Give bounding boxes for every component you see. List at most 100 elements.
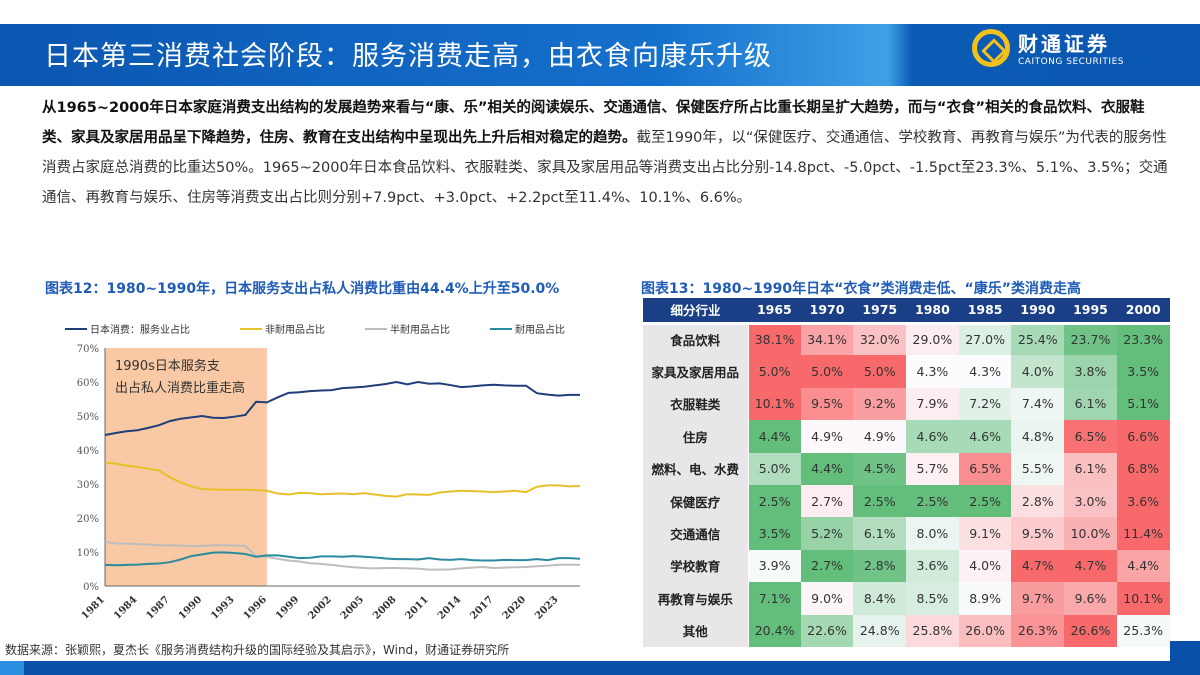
- legend-label: 半耐用品占比: [390, 323, 450, 336]
- table-cell: 2.7%: [800, 484, 854, 518]
- logo-name-en: CAITONG SECURITIES: [1018, 57, 1124, 67]
- table-cell: 27.0%: [958, 323, 1012, 356]
- table-row: 其他 20.4% 22.6% 24.8% 25.8% 26.0% 26.3% 26.6% 25.…: [643, 614, 1170, 647]
- table-cell: 9.1%: [958, 517, 1012, 550]
- table-cell: 4.0%: [1011, 355, 1065, 388]
- y-tick-label: 50%: [77, 412, 99, 423]
- x-tick-label: 1984: [112, 594, 139, 621]
- x-tick-label: 1990: [177, 594, 204, 621]
- footer-bar: [0, 641, 1200, 675]
- row-label: 食品饮料: [643, 323, 749, 356]
- table-cell: 10.0%: [1064, 517, 1117, 550]
- table-row: 燃料、电、水费 5.0% 4.4% 4.5% 5.7% 6.5% 5.5% 6.1% 6.8%: [643, 452, 1170, 485]
- table-cell: 23.3%: [1116, 323, 1170, 356]
- column-header: 1980: [906, 298, 959, 325]
- table-cell: 3.6%: [906, 549, 959, 583]
- table-cell: 9.2%: [853, 387, 907, 421]
- table-cell: 3.0%: [1064, 484, 1117, 518]
- row-label: 再教育与娱乐: [643, 582, 749, 615]
- row-label: 保健医疗: [643, 484, 749, 518]
- table-row: 保健医疗 2.5% 2.7% 2.5% 2.5% 2.5% 2.8% 3.0% 3.6%: [643, 484, 1170, 518]
- table-cell: 26.3%: [1011, 614, 1065, 647]
- x-tick-label: 2017: [468, 594, 495, 621]
- table-cell: 4.8%: [1011, 420, 1065, 453]
- table-cell: 5.0%: [853, 355, 907, 388]
- table-cell: 8.4%: [853, 582, 907, 615]
- table-cell: 26.0%: [958, 614, 1012, 647]
- table-cell: 4.0%: [958, 549, 1012, 583]
- table-cell: 2.5%: [853, 484, 907, 518]
- x-tick-label: 2005: [339, 594, 366, 621]
- table-cell: 6.1%: [1064, 387, 1117, 421]
- table-cell: 25.3%: [1116, 614, 1170, 647]
- table-cell: 7.9%: [906, 387, 959, 421]
- table-cell: 2.7%: [800, 549, 854, 583]
- table-cell: 7.1%: [748, 582, 801, 615]
- table-cell: 4.3%: [906, 355, 959, 388]
- table-cell: 32.0%: [853, 323, 907, 356]
- table-cell: 4.4%: [800, 452, 854, 485]
- table-cell: 5.2%: [800, 517, 854, 550]
- column-header: 细分行业: [643, 298, 748, 325]
- row-label: 家具及家居用品: [643, 355, 749, 388]
- legend-label: 耐用品占比: [515, 323, 565, 336]
- table-cell: 25.4%: [1011, 323, 1065, 356]
- table-cell: 11.4%: [1116, 517, 1170, 550]
- series-line-2: [104, 540, 581, 571]
- x-tick-label: 1999: [274, 594, 301, 621]
- table-cell: 5.0%: [748, 355, 801, 388]
- y-tick-label: 10%: [77, 548, 99, 559]
- y-tick-label: 20%: [77, 514, 99, 525]
- legend-label: 非耐用品占比: [265, 323, 325, 336]
- table-cell: 5.5%: [1011, 452, 1065, 485]
- table-cell: 2.5%: [748, 484, 801, 518]
- table-cell: 9.7%: [1011, 582, 1065, 615]
- table-row: 学校教育 3.9% 2.7% 2.8% 3.6% 4.0% 4.7% 4.7% 4.4%: [643, 549, 1170, 583]
- table-cell: 6.1%: [853, 517, 907, 550]
- table-cell: 5.0%: [748, 452, 801, 485]
- table-cell: 6.8%: [1116, 452, 1170, 485]
- series-line-3: [104, 551, 581, 567]
- table-cell: 4.9%: [853, 420, 907, 453]
- y-tick-label: 70%: [77, 344, 99, 355]
- page-title: 日本第三消费社会阶段：服务消费走高，由衣食向康乐升级: [44, 41, 772, 72]
- summary-normal: 截至1990年，以“保健医疗、交通通信、学校教育、再教育与娱乐”为代表的服务性消…: [42, 130, 1168, 206]
- table-cell: 2.5%: [906, 484, 959, 518]
- table-row: 家具及家居用品 5.0% 5.0% 5.0% 4.3% 4.3% 4.0% 3.8% 3.5%: [643, 355, 1170, 388]
- table-cell: 2.5%: [958, 484, 1012, 518]
- y-tick-label: 40%: [77, 446, 99, 457]
- x-tick-label: 1981: [80, 594, 107, 621]
- table-cell: 8.9%: [958, 582, 1012, 615]
- table-cell: 9.5%: [1011, 517, 1065, 550]
- table-cell: 9.0%: [800, 582, 854, 615]
- table-cell: 2.8%: [853, 549, 907, 583]
- table-cell: 4.3%: [958, 355, 1012, 388]
- table-cell: 4.4%: [1116, 549, 1170, 583]
- column-header: 1975: [853, 298, 907, 325]
- table-cell: 3.8%: [1064, 355, 1117, 388]
- consumption-structure-table: 细分行业 1965 1970 1975 1980 1985 1990 1995 2000 食品饮料…: [643, 298, 1170, 647]
- table-cell: 29.0%: [906, 323, 959, 356]
- table-cell: 23.7%: [1064, 323, 1117, 356]
- table-cell: 7.2%: [958, 387, 1012, 421]
- column-header: 2000: [1116, 298, 1170, 325]
- table-cell: 22.6%: [800, 614, 854, 647]
- chart12-caption: 图表12：1980~1990年，日本服务支出占私人消费比重由44.4%上升至50…: [45, 281, 560, 297]
- table-cell: 4.4%: [748, 420, 801, 453]
- table-cell: 6.1%: [1064, 452, 1117, 485]
- table-cell: 38.1%: [748, 323, 801, 356]
- title-banner: 日本第三消费社会阶段：服务消费走高，由衣食向康乐升级 财通证券 CAITONG …: [0, 24, 1200, 86]
- table-cell: 9.6%: [1064, 582, 1117, 615]
- table-cell: 8.0%: [906, 517, 959, 550]
- chart13-caption: 图表13：1980~1990年日本“衣食”类消费走低、“康乐”类消费走高: [641, 281, 1081, 297]
- y-tick-label: 60%: [77, 378, 99, 389]
- table-cell: 3.5%: [748, 517, 801, 550]
- table-cell: 3.5%: [1116, 355, 1170, 388]
- annotation-text: 1990s日本服务支: [115, 358, 220, 374]
- column-header: 1995: [1064, 298, 1117, 325]
- row-label: 交通通信: [643, 517, 749, 550]
- table-cell: 34.1%: [800, 323, 854, 356]
- table-cell: 26.6%: [1064, 614, 1117, 647]
- x-tick-label: 1987: [144, 594, 171, 621]
